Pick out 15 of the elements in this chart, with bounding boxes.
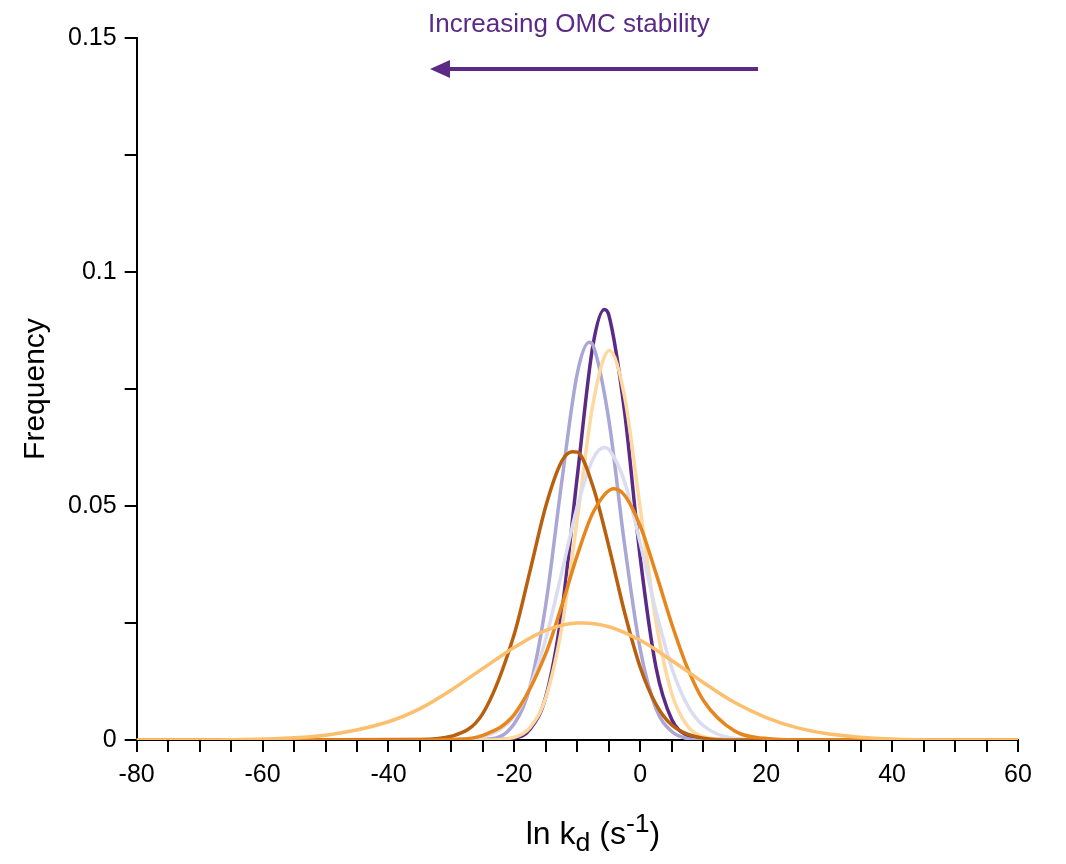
x-tick-label: 60 [1004, 758, 1032, 787]
x-tick-label: 0 [633, 758, 648, 787]
annotation: Increasing OMC stability [428, 8, 710, 39]
y-tick-label: 0.05 [67, 489, 117, 518]
y-tick-label: 0.1 [81, 255, 117, 284]
y-tick-label: 0 [102, 723, 117, 752]
x-tick-label: -40 [370, 758, 407, 787]
x-axis-title: ln k$_{d}$ (s$^{-1}$) [524, 808, 662, 859]
y-axis-title: Frequency [17, 318, 51, 460]
x-tick-label: 20 [752, 758, 781, 787]
x-tick-label: -80 [118, 758, 155, 787]
x-tick-label: -60 [244, 758, 281, 787]
x-tick-label: -20 [496, 758, 533, 787]
y-tick-label: 0.15 [67, 21, 117, 50]
x-tick-label: 40 [878, 758, 906, 787]
